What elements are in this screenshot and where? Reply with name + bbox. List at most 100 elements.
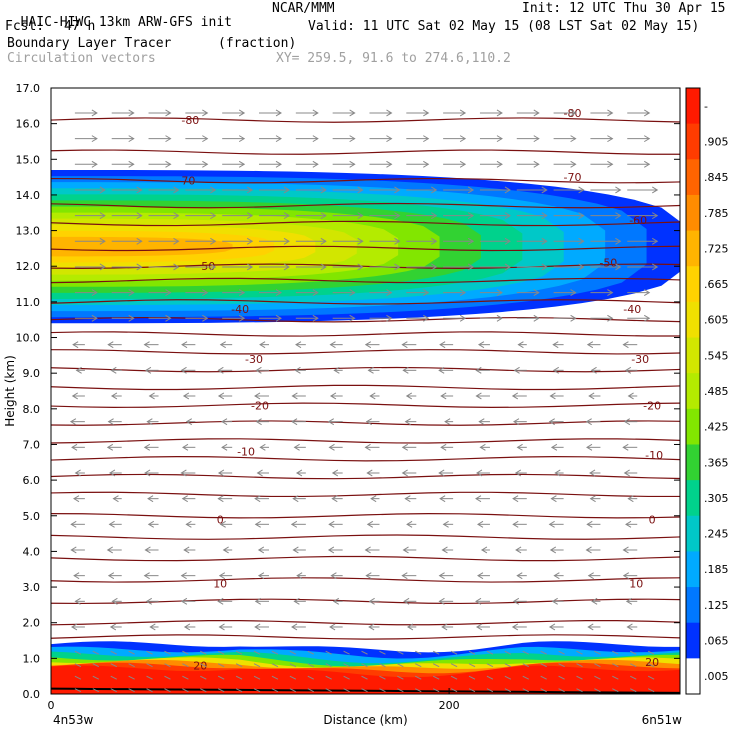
boundary-layer-vector <box>558 663 565 668</box>
wind-vector <box>587 623 601 631</box>
org-label: NCAR/MMM <box>272 1 335 16</box>
wind-vector <box>332 289 356 297</box>
contour-label: 10 <box>629 577 643 590</box>
contour-label: -30 <box>245 353 263 366</box>
wind-vector <box>222 546 233 554</box>
wind-vector <box>255 366 270 374</box>
wind-vector <box>222 263 254 271</box>
wind-vector <box>553 109 577 117</box>
wind-vector <box>70 623 85 631</box>
wind-vector <box>590 314 614 322</box>
boundary-layer-vector <box>379 650 386 655</box>
y-tick-label: 1.0 <box>23 652 41 665</box>
wind-vector <box>440 392 454 400</box>
wind-vector <box>366 469 380 477</box>
boundary-layer-vector <box>182 688 189 693</box>
wind-vector <box>185 186 217 194</box>
boundary-layer-vector <box>92 663 100 668</box>
wind-vector <box>479 263 511 271</box>
temperature-contour <box>51 420 680 426</box>
wind-vector <box>511 623 527 631</box>
wind-vector <box>513 366 527 374</box>
boundary-layer-vector <box>217 663 225 668</box>
boundary-layer-vector <box>397 688 404 693</box>
wind-vector <box>443 109 467 117</box>
wind-vector <box>74 597 85 605</box>
wind-vector <box>406 109 430 117</box>
boundary-layer-vector <box>397 650 404 655</box>
wind-vector <box>296 572 306 580</box>
wind-vector <box>257 546 270 554</box>
wind-vector <box>185 289 209 297</box>
y-tick-label: 4.0 <box>23 545 41 558</box>
x-tick-label: 200 <box>439 699 460 712</box>
contour-label: -20 <box>251 399 269 412</box>
boundary-layer-vector <box>343 663 350 668</box>
wind-vector <box>290 520 306 528</box>
boundary-layer-vector <box>647 650 655 655</box>
x-left-endpoint-label: 4n53w <box>53 713 94 727</box>
wind-vector <box>148 109 172 117</box>
boundary-layer-vector <box>164 650 171 655</box>
wind-vector <box>332 597 343 605</box>
colorbar-label: .185 <box>704 563 729 576</box>
boundary-layer-vector <box>289 675 297 680</box>
wind-vector <box>107 572 122 580</box>
wind-vector <box>222 212 254 220</box>
wind-vector <box>111 289 135 297</box>
wind-vector <box>553 135 577 143</box>
wind-vector <box>622 572 638 580</box>
wind-vector <box>586 443 601 451</box>
boundary-layer-vector <box>325 688 332 693</box>
boundary-layer-vector <box>343 675 350 680</box>
wind-vector <box>180 366 196 374</box>
wind-vector <box>111 263 143 271</box>
wind-vector <box>111 212 143 220</box>
wind-vector <box>553 289 577 297</box>
boundary-layer-vector <box>630 663 637 668</box>
wind-vector <box>512 495 527 503</box>
contour-label: 0 <box>649 513 656 526</box>
wind-vector <box>327 546 343 554</box>
wind-vector <box>364 443 380 451</box>
wind-vector <box>332 109 356 117</box>
wind-vector <box>217 597 233 605</box>
boundary-layer-vector <box>558 675 565 680</box>
boundary-layer-vector <box>612 675 619 680</box>
wind-vector <box>295 314 319 322</box>
boundary-layer-vector <box>307 675 314 680</box>
wind-vector <box>107 418 122 426</box>
wind-vector <box>475 495 490 503</box>
wind-vector <box>328 443 343 451</box>
boundary-layer-vector <box>504 675 512 680</box>
wind-vector <box>624 366 638 374</box>
wind-vector <box>406 186 438 194</box>
boundary-layer-vector <box>558 688 565 693</box>
wind-vector <box>181 495 196 503</box>
wind-vector <box>438 366 454 374</box>
boundary-layer-vector <box>74 688 82 693</box>
wind-vector <box>259 314 282 322</box>
wind-vector <box>552 366 564 374</box>
boundary-layer-vector <box>486 650 494 655</box>
wind-vector <box>332 263 364 271</box>
wind-vector <box>221 443 233 451</box>
wind-vector <box>222 160 246 168</box>
boundary-layer-vector <box>217 688 225 693</box>
wind-vector <box>549 546 564 554</box>
wind-vector <box>146 418 159 426</box>
wind-vector <box>589 469 601 477</box>
wind-vector <box>590 237 622 245</box>
wind-vector <box>329 392 343 400</box>
wind-vector <box>439 341 454 349</box>
boundary-layer-vector <box>146 688 153 693</box>
wind-vector <box>254 520 270 528</box>
boundary-layer-vector <box>576 688 583 693</box>
model-name: HAIC-HIWC 13km ARW-GFS init <box>20 15 232 30</box>
wind-vector <box>185 520 196 528</box>
contour-label: 20 <box>645 656 659 669</box>
wind-vector <box>185 135 209 143</box>
temperature-contour <box>51 384 680 391</box>
wind-vector <box>586 341 601 349</box>
boundary-layer-vector <box>647 675 655 680</box>
